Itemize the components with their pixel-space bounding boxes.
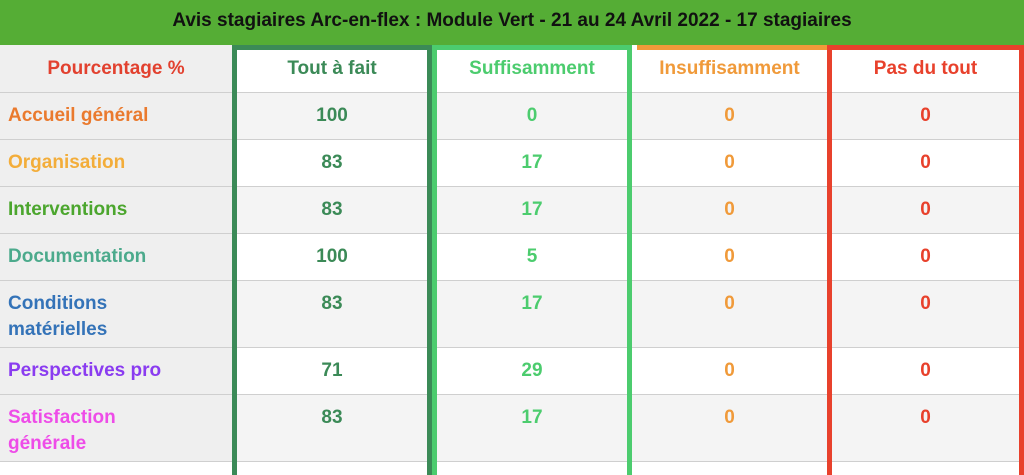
cell-insuffisamment: 0: [632, 92, 827, 140]
column-header-tout-a-fait: Tout à fait: [232, 45, 432, 93]
table-title: Avis stagiaires Arc-en-flex : Module Ver…: [0, 0, 1024, 45]
header-row: Pourcentage % Tout à fait Suffisamment I…: [0, 45, 1024, 93]
cell-pas-du-tout: 0: [827, 92, 1024, 140]
column-header-insuffisamment: Insuffisamment: [632, 45, 827, 93]
table-row: Documentation 100 5 0 0: [0, 233, 1024, 281]
cell-pas-du-tout: 0: [827, 139, 1024, 187]
cell-insuffisamment: 0: [632, 280, 827, 348]
row-label: Documentation: [0, 233, 232, 281]
cell-suffisamment: 5: [432, 233, 632, 281]
table-row: Conditions matérielles 83 17 0 0: [0, 280, 1024, 348]
column-header-pas-du-tout: Pas du tout: [827, 45, 1024, 93]
cell-tout-a-fait: 83: [232, 280, 432, 348]
column-header-suffisamment: Suffisamment: [432, 45, 632, 93]
cell-tout-a-fait: 100: [232, 233, 432, 281]
cell-tout-a-fait: 71: [232, 347, 432, 395]
cell-suffisamment: 17: [432, 280, 632, 348]
table-row: Interventions 83 17 0 0: [0, 186, 1024, 234]
cell-suffisamment: 0: [432, 92, 632, 140]
cell-pas-du-tout: 0: [827, 233, 1024, 281]
row-label: Accueil général: [0, 92, 232, 140]
cell-pas-du-tout: 0: [827, 186, 1024, 234]
row-label: Satisfaction générale: [0, 394, 232, 462]
cell-pas-du-tout: 0: [827, 394, 1024, 462]
row-label: Interventions: [0, 186, 232, 234]
row-label: Perspectives pro: [0, 347, 232, 395]
table-row: Organisation 83 17 0 0: [0, 139, 1024, 187]
table-row: Accueil général 100 0 0 0: [0, 92, 1024, 140]
cell-suffisamment: 17: [432, 186, 632, 234]
row-label: Conditions matérielles: [0, 280, 232, 348]
table-row: Satisfaction générale 83 17 0 0: [0, 394, 1024, 462]
cell-insuffisamment: 0: [632, 186, 827, 234]
corner-header: Pourcentage %: [0, 45, 232, 93]
cell-insuffisamment: 0: [632, 347, 827, 395]
table-row: Perspectives pro 71 29 0 0: [0, 347, 1024, 395]
cell-insuffisamment: 0: [632, 394, 827, 462]
cell-tout-a-fait: 83: [232, 139, 432, 187]
cell-tout-a-fait: 83: [232, 186, 432, 234]
row-label: Organisation: [0, 139, 232, 187]
cell-tout-a-fait: 83: [232, 394, 432, 462]
cell-insuffisamment: 0: [632, 139, 827, 187]
cell-insuffisamment: 0: [632, 233, 827, 281]
cell-suffisamment: 17: [432, 394, 632, 462]
cell-suffisamment: 29: [432, 347, 632, 395]
cell-tout-a-fait: 100: [232, 92, 432, 140]
cell-pas-du-tout: 0: [827, 347, 1024, 395]
feedback-table: Pourcentage % Tout à fait Suffisamment I…: [0, 45, 1024, 462]
cell-suffisamment: 17: [432, 139, 632, 187]
cell-pas-du-tout: 0: [827, 280, 1024, 348]
